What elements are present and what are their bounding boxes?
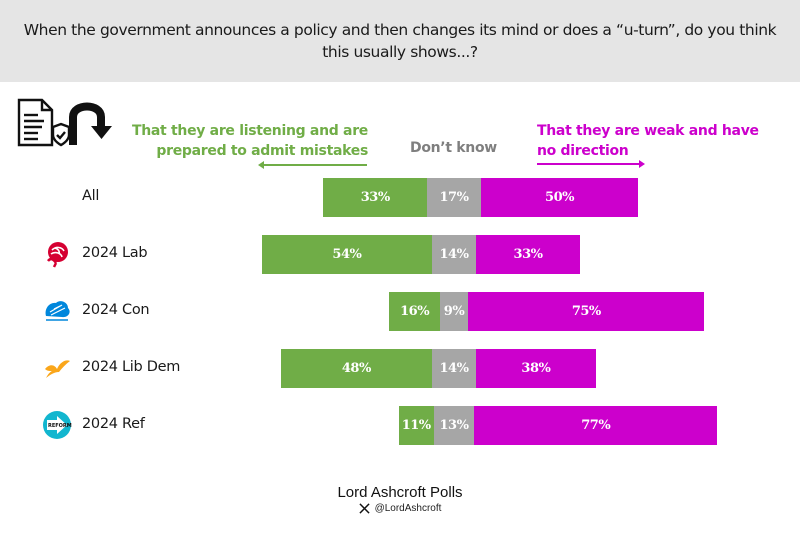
legend-right-arrow [537, 160, 645, 168]
legend-dont-know: Don’t know [410, 140, 497, 156]
row-label: 2024 Ref [82, 416, 145, 432]
data-label: 16% [400, 304, 430, 319]
data-label: 33% [360, 190, 390, 205]
legend-left-arrow [258, 161, 367, 169]
document-shield-icon [17, 98, 71, 147]
data-label: 11% [401, 418, 431, 433]
row-label: All [82, 188, 100, 204]
data-label: 77% [581, 418, 611, 433]
bar-segment-listening: 33% [323, 178, 428, 217]
x-logo-icon [358, 503, 370, 514]
footer-handle: @LordAshcroft [374, 503, 442, 514]
footer-title: Lord Ashcroft Polls [337, 484, 463, 501]
reform-uk-icon: REFORM [42, 410, 72, 440]
svg-text:REFORM: REFORM [48, 423, 72, 429]
question-title: When the government announces a policy a… [23, 21, 777, 61]
bar-segment-dont-know: 14% [431, 235, 477, 274]
legend-listening: That they are listening and are prepared… [131, 123, 368, 159]
row-label: 2024 Con [82, 302, 150, 318]
bar-segment-listening: 48% [280, 349, 432, 388]
labour-rose-icon [42, 239, 72, 269]
row-label: 2024 Lab [82, 245, 148, 261]
bar-segment-weak: 33% [476, 235, 580, 274]
libdem-bird-icon [42, 353, 72, 383]
data-label: 33% [513, 247, 543, 262]
bar-segment-dont-know: 17% [427, 178, 481, 217]
bar-segment-weak: 38% [476, 349, 596, 388]
bar-segment-dont-know: 13% [433, 406, 475, 445]
conservative-tree-icon [42, 296, 72, 326]
bar-segment-weak: 77% [474, 406, 718, 445]
data-label: 54% [332, 247, 362, 262]
data-label: 14% [439, 361, 469, 376]
data-label: 38% [521, 361, 551, 376]
legend-weak: That they are weak and have no direction [537, 123, 759, 159]
data-label: 9% [443, 304, 465, 319]
data-label: 17% [439, 190, 469, 205]
bar-segment-listening: 16% [389, 292, 440, 331]
data-label: 75% [571, 304, 601, 319]
bar-segment-dont-know: 14% [431, 349, 477, 388]
bar-segment-dont-know: 9% [439, 292, 469, 331]
u-turn-arrow-icon [69, 102, 112, 145]
data-label: 50% [545, 190, 574, 205]
data-label: 48% [341, 361, 371, 376]
data-label: 13% [439, 418, 469, 433]
bar-segment-weak: 75% [468, 292, 705, 331]
footer-handle-row: @LordAshcroft [0, 503, 800, 514]
bar-segment-weak: 50% [480, 178, 639, 217]
header-icons [17, 98, 112, 147]
bar-segment-listening: 54% [261, 235, 432, 274]
header-band: When the government announces a policy a… [0, 0, 800, 82]
data-label: 14% [439, 247, 469, 262]
row-label: 2024 Lib Dem [82, 359, 181, 375]
bar-segment-listening: 11% [398, 406, 434, 445]
